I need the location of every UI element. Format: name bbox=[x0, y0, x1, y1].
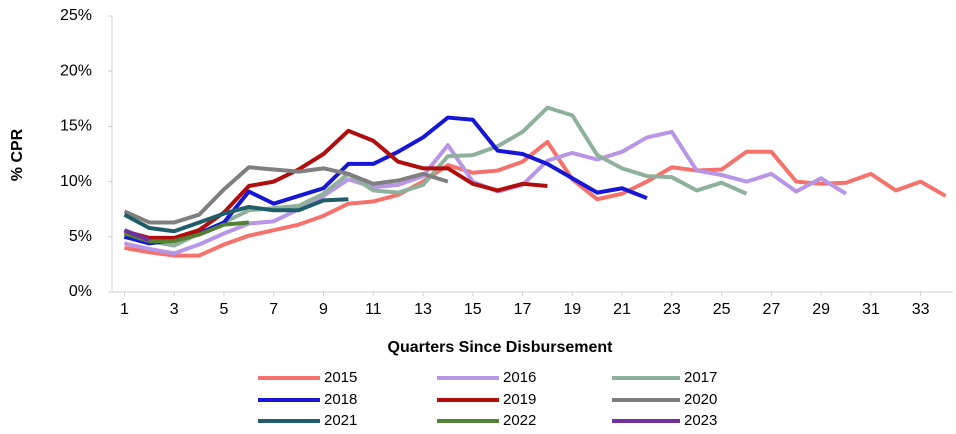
x-tick-label: 19 bbox=[563, 301, 581, 318]
series-line bbox=[123, 128, 548, 240]
x-tick-label: 27 bbox=[762, 301, 780, 318]
x-axis-title: Quarters Since Disbursement bbox=[388, 339, 614, 356]
y-tick-label: 10% bbox=[60, 173, 92, 190]
legend-label: 2017 bbox=[684, 369, 717, 386]
y-tick-label: 5% bbox=[69, 228, 92, 245]
x-tick-label: 29 bbox=[812, 301, 830, 318]
y-tick-label: 15% bbox=[60, 118, 92, 135]
x-tick-label: 9 bbox=[319, 301, 328, 318]
y-tick-label: 20% bbox=[60, 62, 92, 79]
x-tick-label: 17 bbox=[514, 301, 532, 318]
x-tick-label: 1 bbox=[120, 301, 129, 318]
legend-label: 2021 bbox=[324, 412, 357, 429]
series-line bbox=[123, 197, 349, 234]
x-tick-label: 7 bbox=[269, 301, 278, 318]
y-tick-label: 0% bbox=[69, 283, 92, 300]
x-tick-label: 31 bbox=[862, 301, 880, 318]
x-tick-label: 11 bbox=[365, 301, 382, 318]
legend-label: 2022 bbox=[503, 412, 536, 429]
y-axis-title: % CPR bbox=[9, 128, 26, 181]
x-tick-label: 25 bbox=[713, 301, 731, 318]
x-tick-label: 21 bbox=[613, 301, 631, 318]
x-tick-label: 13 bbox=[414, 301, 432, 318]
x-tick-label: 3 bbox=[170, 301, 179, 318]
y-tick-label: 25% bbox=[60, 7, 92, 24]
x-tick-label: 33 bbox=[912, 301, 930, 318]
x-tick-label: 5 bbox=[220, 301, 229, 318]
legend-label: 2018 bbox=[324, 391, 357, 408]
legend-label: 2020 bbox=[684, 391, 717, 408]
legend-label: 2016 bbox=[503, 369, 536, 386]
legend-label: 2015 bbox=[324, 369, 357, 386]
series-line bbox=[123, 165, 449, 225]
x-tick-label: 15 bbox=[464, 301, 482, 318]
x-tick-label: 23 bbox=[663, 301, 681, 318]
legend-label: 2019 bbox=[503, 391, 536, 408]
series-line bbox=[123, 228, 151, 242]
legend-label: 2023 bbox=[684, 412, 717, 429]
